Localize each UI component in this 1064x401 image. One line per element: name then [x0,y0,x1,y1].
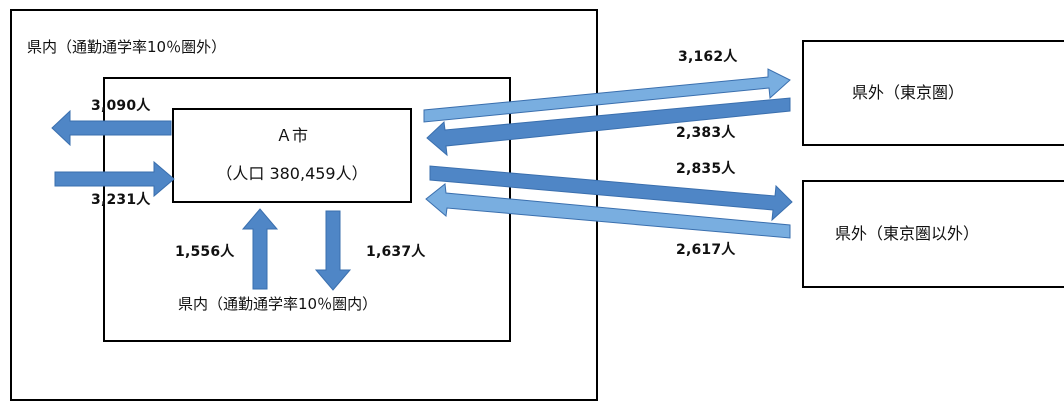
flow-tokyo-out-value: 3,162人 [678,49,738,65]
arrow-outer-out [51,109,172,147]
arrow-outer-in [54,160,175,198]
arrow-other-in [425,183,791,239]
arrow-tokyo-out [423,68,791,123]
arrow-other-out [429,165,793,222]
flow-tokyo-in-value: 2,383人 [676,125,736,141]
tokyo-region-label: 県外（東京圏） [852,83,965,102]
flow-inner-in-value: 1,556人 [175,244,235,260]
arrow-tokyo-in [426,97,791,157]
city-population: （人口 380,459人） [216,164,368,183]
flow-other-out-value: 2,835人 [676,161,736,177]
outer-region-label: 県内（通勤通学率10％圏外） [27,38,227,56]
flow-arrows [51,68,793,291]
arrow-inner-out [314,210,352,291]
flow-other-in-value: 2,617人 [676,242,736,258]
other-region-label: 県外（東京圏以外） [835,224,980,243]
inner-region-label: 県内（通勤通学率10％圏内） [178,295,378,313]
flow-outer-out-value: 3,090人 [91,98,151,114]
city-name: Ａ市 [275,126,308,145]
arrow-inner-in [241,208,279,290]
city-a-box: Ａ市 （人口 380,459人） [172,108,412,203]
region-tokyo-area [802,40,1064,146]
flow-outer-in-value: 3,231人 [91,192,151,208]
flow-inner-out-value: 1,637人 [366,244,426,260]
region-outside-tokyo-area [802,180,1064,288]
